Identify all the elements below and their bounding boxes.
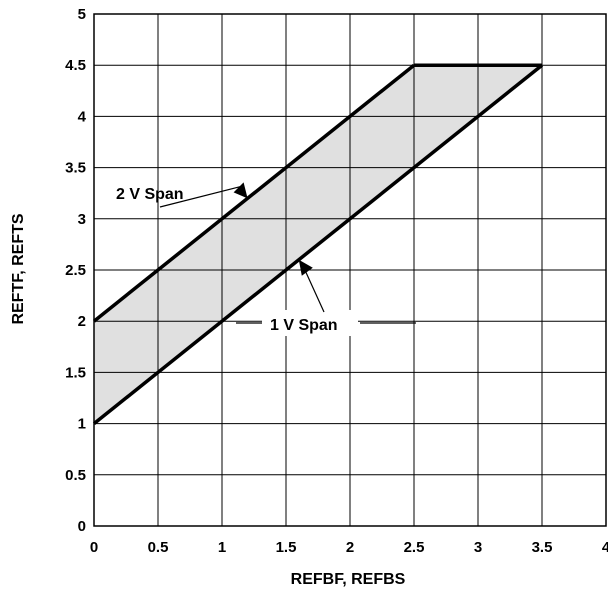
y-tick-label: 1.5 [65,364,86,381]
y-tick-label: 2 [78,313,86,330]
y-tick-label: 1 [78,416,86,433]
y-tick-label: 4.5 [65,57,86,74]
x-tick-labels: 0 0.5 1 1.5 2 2.5 3 3.5 4 [90,539,608,556]
x-tick-label: 1 [218,539,226,556]
annotation-2v-arrowhead [234,182,248,198]
grid [94,14,606,526]
x-tick-label: 2 [346,539,354,556]
y-tick-label: 2.5 [65,262,86,279]
y-tick-label: 3.5 [65,160,86,177]
y-tick-labels: 0 0.5 1 1.5 2 2.5 3 3.5 4 4.5 5 [65,6,87,535]
x-tick-label: 0.5 [148,539,169,556]
y-tick-label: 0 [78,518,86,535]
x-tick-label: 2.5 [404,539,425,556]
x-tick-label: 3.5 [532,539,553,556]
y-tick-label: 4 [78,108,87,125]
x-tick-label: 1.5 [276,539,297,556]
annotation-1v-arrow-line [305,270,324,312]
y-axis-title: REFTF, REFTS [10,213,27,324]
series-line-1v-span [94,65,542,423]
y-tick-label: 0.5 [65,467,86,484]
series-lines [94,65,542,423]
x-tick-label: 3 [474,539,482,556]
x-tick-label: 0 [90,539,98,556]
y-tick-label: 3 [78,211,86,228]
x-tick-label: 4 [602,539,608,556]
annotation-2v-span: 2 V Span [116,186,184,203]
y-tick-label: 5 [78,6,86,23]
annotation-1v-span: 1 V Span [270,317,338,334]
x-axis-title: REFBF, REFBS [291,571,406,588]
